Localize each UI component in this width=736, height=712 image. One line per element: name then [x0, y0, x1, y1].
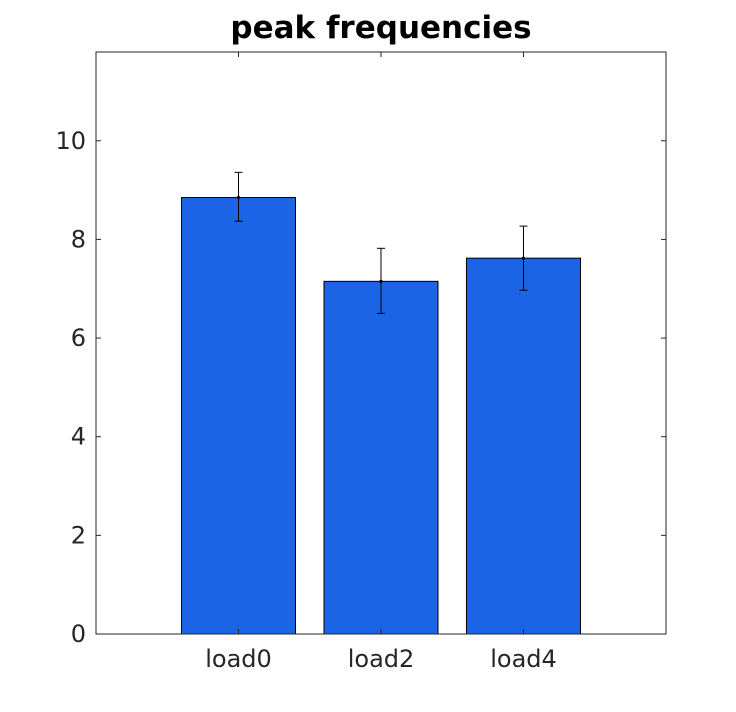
chart-title: peak frequencies	[230, 10, 531, 46]
errorbar-load4	[519, 225, 528, 291]
y-tick-label-0: 0	[71, 620, 86, 648]
y-tick-label-8: 8	[71, 225, 86, 253]
bar-load0	[181, 197, 296, 635]
errorbar-point-load0	[236, 195, 241, 200]
x-tick-label-load0: load0	[205, 645, 272, 673]
y-tick-label-2: 2	[71, 521, 86, 549]
x-tick-label-load4: load4	[490, 645, 557, 673]
x-tick-label-load2: load2	[348, 645, 415, 673]
y-tick-label-4: 4	[71, 423, 86, 451]
errorbar-load2	[377, 247, 385, 314]
errorbar-point-load4	[521, 256, 526, 260]
bar-load4	[466, 257, 581, 635]
plot-area: 0 2 4 6 8 10 load0 load2 load4	[55, 51, 667, 673]
y-tick-label-10: 10	[55, 127, 86, 155]
errorbar-load0	[234, 171, 243, 222]
errorbar-point-load2	[379, 279, 383, 283]
bar-load2	[323, 280, 439, 635]
y-tick-label-6: 6	[71, 324, 86, 352]
